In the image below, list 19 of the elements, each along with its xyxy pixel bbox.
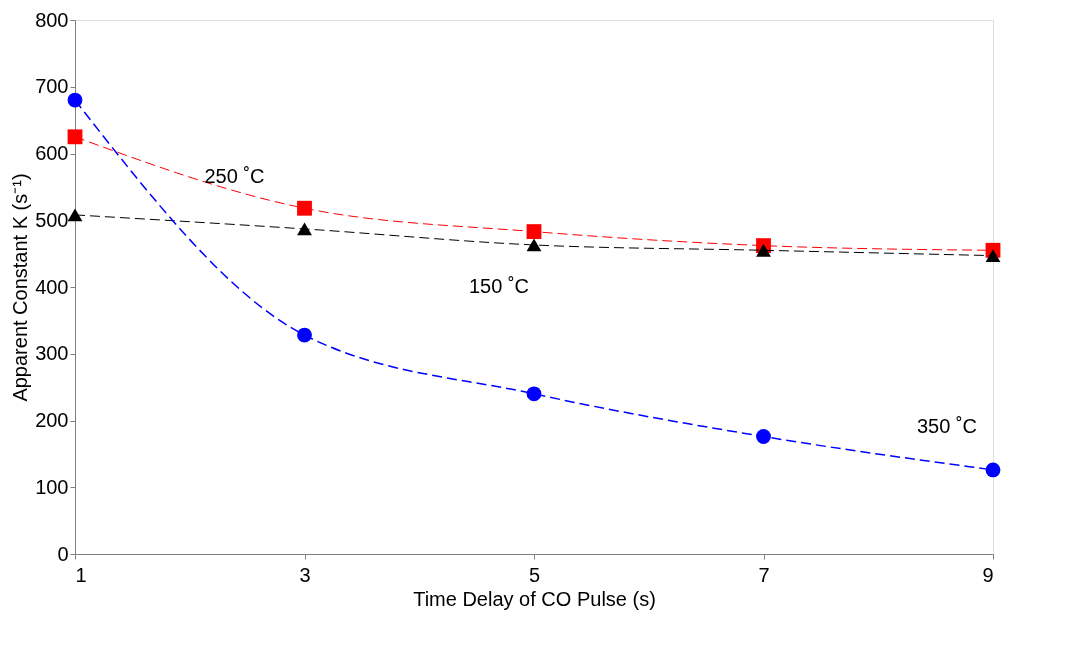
x-tick-label: 3 xyxy=(299,563,311,586)
series-label: 150 ˚C xyxy=(468,274,530,297)
y-tick-label: 700 xyxy=(35,75,69,98)
y-tick-label: 300 xyxy=(35,342,69,365)
y-tick-label: 200 xyxy=(35,409,69,431)
x-tick-label: 5 xyxy=(528,563,541,586)
series-label: 250 ˚C xyxy=(204,165,265,188)
x-tick-label: 1 xyxy=(75,563,87,586)
y-tick-label: 400 xyxy=(35,275,69,298)
y-tick-label: 100 xyxy=(35,475,69,498)
x-tick-label: 9 xyxy=(982,563,994,586)
x-axis-title: Time Delay of CO Pulse (s) xyxy=(413,587,656,610)
y-tick-label: 800 xyxy=(35,8,69,31)
y-axis-title: Apparent Constant K (s⁻¹) xyxy=(9,173,32,402)
y-tick-label: 0 xyxy=(57,542,69,565)
x-tick-label: 7 xyxy=(758,563,770,586)
y-tick-label: 600 xyxy=(35,142,69,164)
y-tick-label: 500 xyxy=(35,208,69,231)
series-label: 350 ˚C xyxy=(916,414,978,437)
